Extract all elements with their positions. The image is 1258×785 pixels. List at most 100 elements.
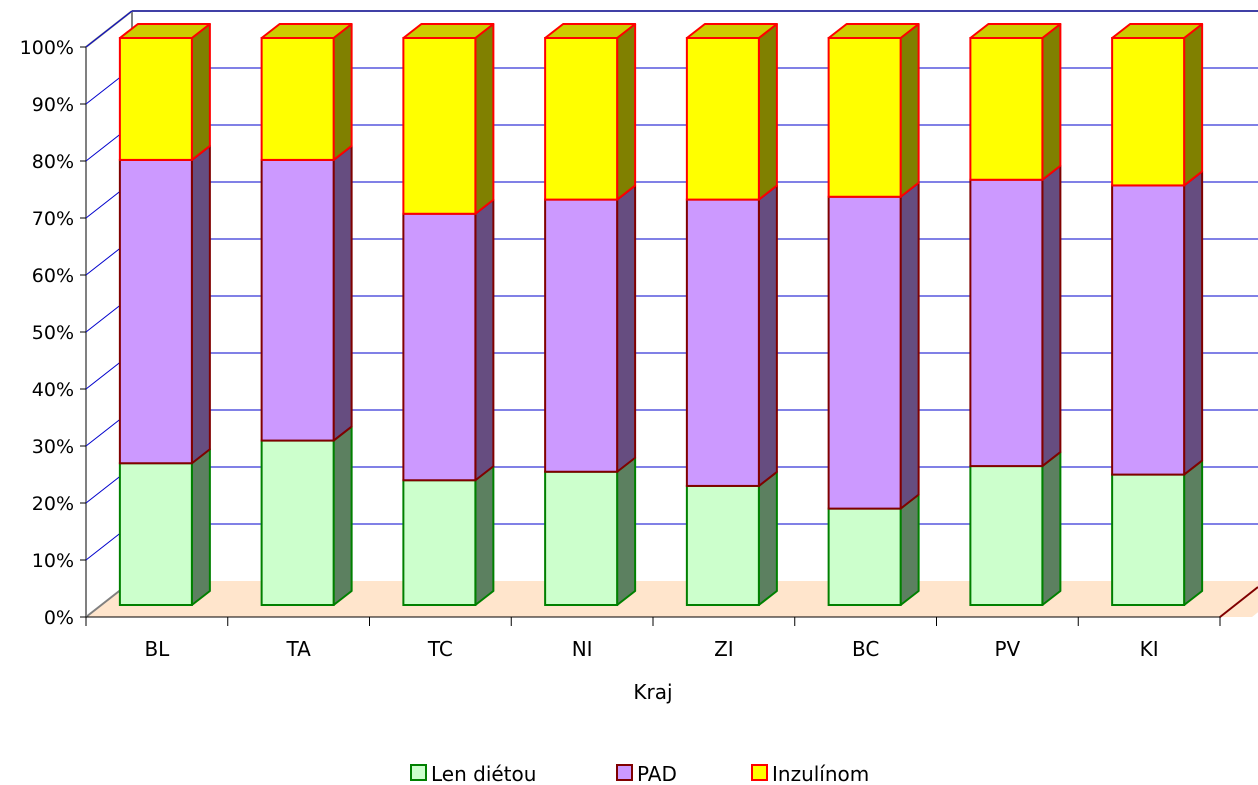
bar-ta-series-1-side: [332, 425, 353, 606]
y-axis: 0% 10% 20% 30% 40% 50% 60% 70% 80% 90% 100%: [20, 37, 86, 629]
x-tick-label: BL: [144, 637, 170, 661]
bar-stack-ta: [260, 23, 353, 606]
bar-pv-series-1: [969, 465, 1044, 606]
bar-ta-series-3-side: [332, 23, 353, 161]
bar-bc-series-1-side: [899, 493, 920, 606]
y-tick-label: 80%: [32, 151, 74, 173]
gridline-side: [85, 10, 133, 48]
bar-bl-series-1: [118, 462, 193, 606]
x-axis: BL TA TC NI ZI BC PV KI: [85, 616, 1221, 661]
bar-tc-series-1-side: [474, 465, 495, 606]
bar-tc-series-3-top: [402, 23, 495, 39]
bar-ni-series-2-side: [616, 184, 637, 473]
bar-tc-series-2-side: [474, 198, 495, 482]
x-tick-label: NI: [572, 637, 593, 661]
bar-zi-series-3-top: [685, 23, 778, 39]
bar-ki-series-3-top: [1111, 23, 1204, 39]
bar-ta-series-1: [260, 439, 335, 606]
y-tick-label: 0%: [44, 607, 74, 629]
legend-item-2: PAD: [616, 762, 677, 785]
bar-ni-series-3: [544, 37, 619, 201]
bar-stack-zi: [685, 23, 778, 606]
bar-tc-series-3: [402, 37, 477, 215]
bar-pv-series-3-side: [1041, 23, 1062, 181]
bar-ki-series-3: [1111, 37, 1186, 187]
x-tick-label: BC: [852, 637, 879, 661]
bar-ni-series-1-side: [616, 456, 637, 606]
y-tick-label: 100%: [20, 37, 74, 59]
y-tick-label: 70%: [32, 208, 74, 230]
bar-stack-ki: [1111, 23, 1204, 606]
bar-bl-series-3: [118, 37, 193, 161]
legend-swatch: [751, 764, 768, 781]
bar-stack-pv: [969, 23, 1062, 606]
bar-bc-series-3: [827, 37, 902, 198]
bar-zi-series-2: [685, 198, 760, 487]
bar-ni-series-1: [544, 470, 619, 606]
bar-bc-series-2-side: [899, 181, 920, 510]
y-tick-label: 50%: [32, 322, 74, 344]
bar-stack-tc: [402, 23, 495, 607]
y-tick-label: 90%: [32, 94, 74, 116]
legend-swatch: [410, 764, 427, 781]
bar-bc-series-2: [827, 195, 902, 510]
x-tick-label: ZI: [714, 637, 734, 661]
x-tick-label: KI: [1140, 637, 1159, 661]
bar-ta-series-3: [260, 37, 335, 161]
bar-tc-series-3-side: [474, 23, 495, 215]
bar-pv-series-3: [969, 37, 1044, 181]
bar-pv-series-3-top: [969, 23, 1062, 39]
x-axis-title: Kraj: [633, 680, 672, 704]
bar-stack-bl: [118, 23, 211, 606]
bar-ta-series-2: [260, 158, 335, 442]
legend-label: Inzulínom: [772, 762, 869, 785]
bar-zi-series-2-side: [757, 184, 778, 487]
bar-zi-series-3-side: [757, 23, 778, 201]
bar-bl-series-1-side: [190, 448, 211, 606]
bar-stack-ni: [544, 23, 637, 606]
bar-bl-series-2-side: [190, 144, 211, 465]
bar-zi-series-1-side: [757, 470, 778, 606]
bar-stack-bc: [827, 23, 920, 606]
bar-ta-series-3-top: [260, 23, 353, 39]
bar-ta-series-2-side: [332, 144, 353, 442]
bar-bl-series-2: [118, 158, 193, 465]
bar-ki-series-2-side: [1183, 170, 1204, 476]
legend: Len diétou PAD Inzulínom: [410, 762, 869, 785]
y-tick-label: 60%: [32, 265, 74, 287]
legend-item-3: Inzulínom: [751, 762, 869, 785]
x-tick-label: TA: [285, 637, 311, 661]
x-tick-label: PV: [995, 637, 1021, 661]
bar-ni-series-2: [544, 198, 619, 473]
bar-tc-series-1: [402, 479, 477, 607]
floor-plane: [86, 581, 1258, 617]
bar-ni-series-3-side: [616, 23, 637, 201]
bar-ki-series-1: [1111, 473, 1186, 606]
legend-label: PAD: [637, 762, 677, 785]
legend-item-1: Len diétou: [410, 762, 536, 785]
floor-right-edge: [1219, 586, 1258, 618]
bar-zi-series-1: [685, 484, 760, 606]
bar-ki-series-3-side: [1183, 23, 1204, 187]
bar-pv-series-2: [969, 178, 1044, 468]
bar-ki-series-2: [1111, 184, 1186, 476]
y-tick-label: 30%: [32, 436, 74, 458]
bar-ki-series-1-side: [1183, 459, 1204, 606]
y-tick-label: 40%: [32, 379, 74, 401]
legend-swatch: [616, 764, 633, 781]
bar-zi-series-3: [685, 37, 760, 201]
bar-pv-series-2-side: [1041, 164, 1062, 468]
bar-bl-series-3-top: [118, 23, 211, 39]
bar-bl-series-3-side: [190, 23, 211, 161]
bars: [118, 23, 1204, 607]
bar-bc-series-3-side: [899, 23, 920, 198]
y-tick-label: 20%: [32, 493, 74, 515]
bar-tc-series-2: [402, 212, 477, 482]
x-tick-label: TC: [427, 637, 453, 661]
legend-label: Len diétou: [431, 762, 536, 785]
y-tick-label: 10%: [32, 550, 74, 572]
bar-bc-series-3-top: [827, 23, 920, 39]
bar-bc-series-1: [827, 507, 902, 606]
bar-ni-series-3-top: [544, 23, 637, 39]
